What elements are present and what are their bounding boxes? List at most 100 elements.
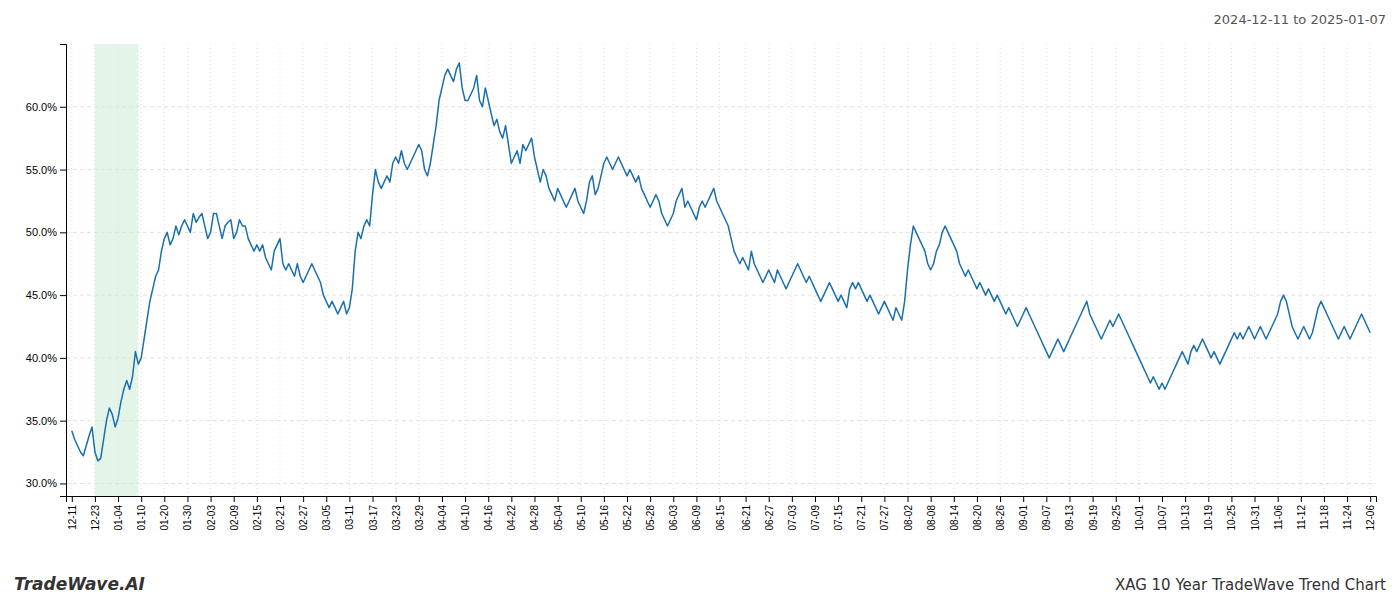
x-tick-mark [1023,496,1024,502]
x-tick: 03-29 [414,496,425,531]
x-tick-label: 08-08 [926,505,937,531]
x-tick-mark [303,496,304,502]
x-tick: 01-20 [159,496,170,531]
x-tick: 09-25 [1111,496,1122,531]
x-grid-line [303,44,304,496]
x-tick-mark [326,496,327,502]
x-tick-label: 03-23 [391,505,402,531]
x-tick-mark [650,496,651,502]
chart-svg: 12-1112-2301-0401-1001-2001-3002-0302-09… [0,0,1400,600]
plot-area [72,44,1370,496]
x-tick-mark [1162,496,1163,502]
x-tick-mark [931,496,932,502]
x-grid-line [814,44,815,496]
y-tick-mark [60,170,66,171]
x-tick-label: 02-27 [298,505,309,531]
x-tick-mark [187,496,188,502]
x-tick-label: 06-27 [764,505,775,531]
x-tick: 02-09 [229,496,240,531]
x-tick: 10-01 [1134,496,1145,531]
x-grid-line [1138,44,1139,496]
y-tick-label: 60.0% [26,101,57,113]
y-grid-line [66,169,1376,170]
y-tick-label: 30.0% [26,477,57,489]
x-tick-label: 05-22 [622,505,633,531]
x-grid-line [1115,44,1116,496]
x-grid-line [511,44,512,496]
x-tick: 11-12 [1296,496,1307,530]
x-tick-mark [349,496,350,502]
x-tick-mark [488,496,489,502]
x-grid-line [673,44,674,496]
x-tick: 06-21 [741,496,752,531]
x-tick-mark [234,496,235,502]
x-tick-mark [627,496,628,502]
x-tick-mark [257,496,258,502]
x-grid-line [1162,44,1163,496]
x-tick-mark [442,496,443,502]
y-tick: 30.0% [26,477,66,489]
x-grid-line [372,44,373,496]
y-tick-mark [60,421,66,422]
x-tick: 05-16 [599,496,610,531]
y-tick: 50.0% [26,226,66,238]
x-tick-label: 07-03 [787,505,798,531]
x-tick-label: 10-13 [1180,505,1191,531]
x-grid-line [279,44,280,496]
x-grid-line [164,44,165,496]
x-tick-mark [280,496,281,502]
x-tick-mark [1255,496,1256,502]
x-tick: 04-16 [483,496,494,531]
x-tick: 09-01 [1018,496,1029,531]
x-tick-mark [1370,496,1371,502]
x-tick: 07-21 [856,496,867,531]
x-tick-label: 09-01 [1018,505,1029,531]
x-tick-label: 06-09 [691,505,702,531]
x-tick-mark [746,496,747,502]
x-tick: 04-10 [460,496,471,531]
x-tick-label: 10-31 [1250,505,1261,531]
x-tick: 05-22 [622,496,633,531]
y-tick: 60.0% [26,101,66,113]
x-grid-line [1231,44,1232,496]
x-tick: 07-03 [787,496,798,531]
y-tick-mark [60,295,66,296]
x-tick-label: 09-07 [1041,505,1052,531]
y-tick-label: 35.0% [26,415,57,427]
grid [66,44,1376,496]
x-tick-mark [1278,496,1279,502]
y-tick-mark [60,107,66,108]
x-tick-label: 06-21 [741,505,752,531]
x-tick: 11-18 [1319,496,1330,530]
y-grid-line [66,106,1376,107]
x-grid-line [884,44,885,496]
x-tick-mark [534,496,535,502]
x-grid-line [580,44,581,496]
x-tick-label: 10-01 [1134,505,1145,531]
x-tick-mark [465,496,466,502]
x-tick-label: 10-19 [1203,505,1214,531]
x-tick-label: 06-15 [715,505,726,531]
x-tick: 04-28 [529,496,540,531]
x-tick-mark [696,496,697,502]
x-tick: 08-02 [903,496,914,531]
y-tick-label: 45.0% [26,289,57,301]
x-tick-mark [815,496,816,502]
x-tick-label: 12-11 [67,505,78,530]
x-tick: 05-10 [576,496,587,531]
x-grid-line [1323,44,1324,496]
x-grid-line [418,44,419,496]
x-tick: 09-07 [1041,496,1052,531]
x-tick: 05-04 [553,496,564,531]
x-grid-line [745,44,746,496]
x-grid-line [861,44,862,496]
x-tick-mark [373,496,374,502]
y-tick-label: 50.0% [26,226,57,238]
x-grid-line [1208,44,1209,496]
x-tick: 10-25 [1226,496,1237,531]
x-tick: 02-27 [298,496,309,531]
y-tick-mark [60,483,66,484]
x-grid-line [187,44,188,496]
x-grid-line [791,44,792,496]
x-tick-label: 04-16 [483,505,494,531]
